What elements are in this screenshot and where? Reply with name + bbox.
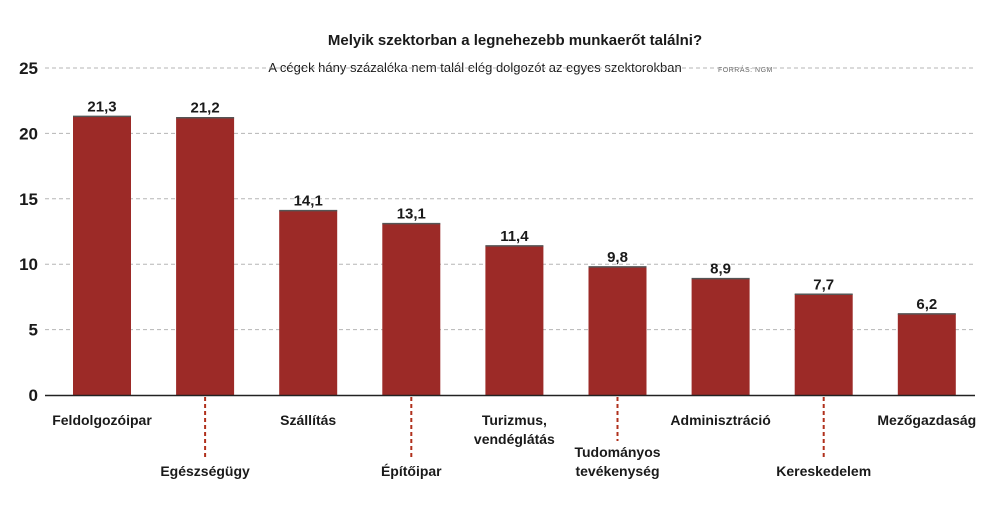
data-label: 7,7: [813, 276, 834, 293]
data-label: 9,8: [607, 249, 628, 266]
chart-source: FORRÁS: NGM: [718, 65, 773, 74]
category-label: Szállítás: [280, 412, 336, 428]
category-label: Feldolgozóipar: [52, 412, 152, 428]
bar: [691, 278, 750, 395]
data-label: 14,1: [294, 193, 323, 210]
data-labels: 21,3 21,2 14,1 13,1 11,4 9,8 8,9 7,7 6,2: [87, 98, 937, 313]
category-label: tevékenység: [575, 463, 659, 479]
y-tick-label: 15: [19, 190, 38, 209]
bars: [73, 115, 956, 396]
y-tick-label: 10: [19, 255, 38, 274]
y-tick-label: 20: [19, 124, 38, 143]
category-label: Építőipar: [381, 463, 442, 479]
chart-title: Melyik szektorban a legnehezebb munkaerő…: [328, 32, 702, 49]
category-label: Kereskedelem: [776, 463, 871, 479]
bar: [382, 223, 441, 395]
bar: [279, 210, 338, 395]
category-label: Mezőgazdaság: [877, 412, 976, 428]
y-tick-label: 25: [19, 59, 38, 78]
y-tick-label: 0: [29, 386, 38, 405]
data-label: 13,1: [397, 206, 426, 223]
bar: [897, 313, 956, 395]
category-label: Turizmus,: [482, 412, 547, 428]
bar: [485, 245, 544, 395]
data-label: 11,4: [500, 228, 529, 245]
data-label: 21,3: [87, 98, 116, 115]
data-label: 21,2: [190, 100, 219, 117]
category-label: Tudományos: [574, 444, 660, 460]
category-label: Adminisztráció: [670, 412, 770, 428]
data-label: 8,9: [710, 261, 731, 278]
bar: [588, 266, 647, 395]
data-label: 6,2: [916, 296, 937, 313]
y-tick-label: 5: [29, 321, 38, 340]
y-axis-ticks: 0 5 10 15 20 25: [19, 59, 38, 405]
category-labels: Feldolgozóipar Egészségügy Szállítás Építői…: [52, 397, 976, 479]
category-label: vendéglátás: [474, 431, 555, 447]
bar: [176, 117, 235, 395]
category-label: Egészségügy: [160, 463, 250, 479]
bar: [73, 116, 131, 396]
bar: [794, 294, 853, 395]
